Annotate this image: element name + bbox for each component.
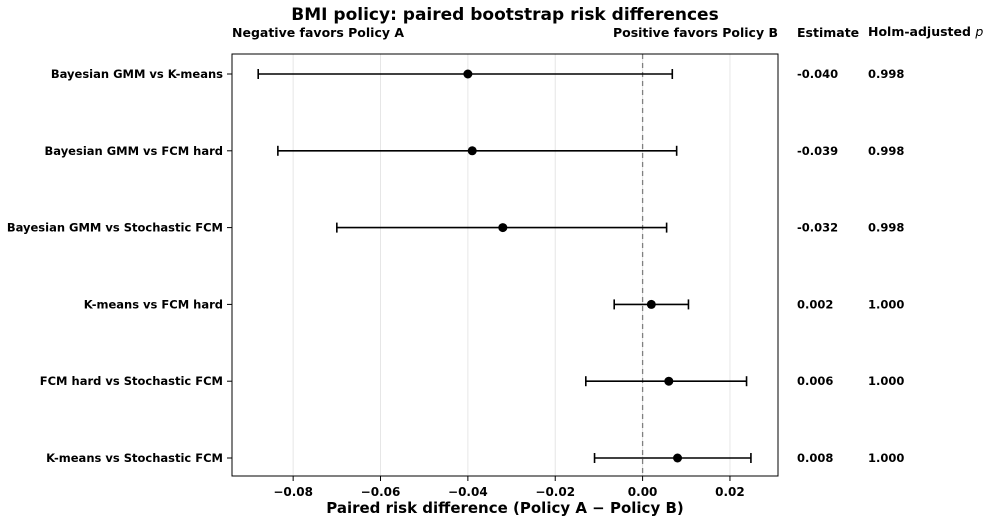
left-annotation: Negative favors Policy A bbox=[232, 25, 404, 40]
estimate-value: 0.008 bbox=[797, 451, 833, 465]
row-label: Bayesian GMM vs K-means bbox=[51, 67, 223, 81]
estimate-value: 0.002 bbox=[797, 297, 833, 311]
row-label: Bayesian GMM vs Stochastic FCM bbox=[7, 221, 223, 235]
estimate-table: -0.040 0.998 -0.039 0.998 -0.032 0.998 0.002 1.… bbox=[797, 67, 904, 465]
x-axis-label: Paired risk difference (Policy A − Polic… bbox=[326, 499, 684, 517]
row-label: K-means vs Stochastic FCM bbox=[46, 451, 223, 465]
data-marks bbox=[257, 69, 752, 463]
estimate-point bbox=[664, 376, 674, 386]
estimate-point bbox=[646, 299, 656, 309]
x-tick-label: −0.08 bbox=[273, 485, 313, 499]
row-label: K-means vs FCM hard bbox=[84, 297, 223, 311]
forest-row-marks bbox=[593, 453, 752, 463]
adjusted-p-value: 1.000 bbox=[868, 374, 904, 388]
estimate-point bbox=[498, 223, 508, 233]
estimate-column-header: Estimate bbox=[797, 25, 859, 40]
y-axis-labels: Bayesian GMM vs K-means Bayesian GMM vs F… bbox=[7, 67, 232, 465]
row-label: Bayesian GMM vs FCM hard bbox=[45, 144, 223, 158]
chart-title: BMI policy: paired bootstrap risk differ… bbox=[291, 5, 718, 25]
adjusted-p-value: 0.998 bbox=[868, 144, 904, 158]
pvalue-header-symbol: p bbox=[974, 24, 983, 39]
estimate-point bbox=[673, 453, 683, 463]
forest-row-marks bbox=[613, 299, 690, 310]
forest-row-marks bbox=[277, 145, 678, 156]
adjusted-p-value: 0.998 bbox=[868, 221, 904, 235]
x-tick-label: 0.02 bbox=[715, 485, 745, 499]
adjusted-p-value: 1.000 bbox=[868, 451, 904, 465]
forest-row-marks bbox=[257, 69, 674, 79]
x-tick-label: −0.06 bbox=[361, 485, 401, 499]
grid-lines bbox=[292, 54, 731, 476]
estimate-value: -0.032 bbox=[797, 221, 838, 235]
estimate-value: 0.006 bbox=[797, 374, 833, 388]
right-annotation: Positive favors Policy B bbox=[613, 25, 778, 40]
pvalue-column-header: Holm-adjusted p bbox=[868, 24, 983, 39]
plot-frame bbox=[231, 53, 779, 477]
x-tick-label: −0.04 bbox=[448, 485, 488, 499]
pvalue-header-text: Holm-adjusted bbox=[868, 24, 971, 39]
x-axis-ticks: −0.08 −0.06 −0.04 −0.02 0.00 0.02 bbox=[273, 476, 745, 499]
x-tick-label: 0.00 bbox=[628, 485, 658, 499]
x-tick-label: −0.02 bbox=[535, 485, 575, 499]
estimate-value: -0.039 bbox=[797, 144, 838, 158]
estimate-value: -0.040 bbox=[797, 67, 838, 81]
forest-row-marks bbox=[585, 376, 748, 387]
forest-row-marks bbox=[336, 222, 668, 233]
row-label: FCM hard vs Stochastic FCM bbox=[40, 374, 223, 388]
estimate-point bbox=[463, 69, 473, 79]
adjusted-p-value: 1.000 bbox=[868, 297, 904, 311]
adjusted-p-value: 0.998 bbox=[868, 67, 904, 81]
estimate-point bbox=[467, 146, 477, 156]
